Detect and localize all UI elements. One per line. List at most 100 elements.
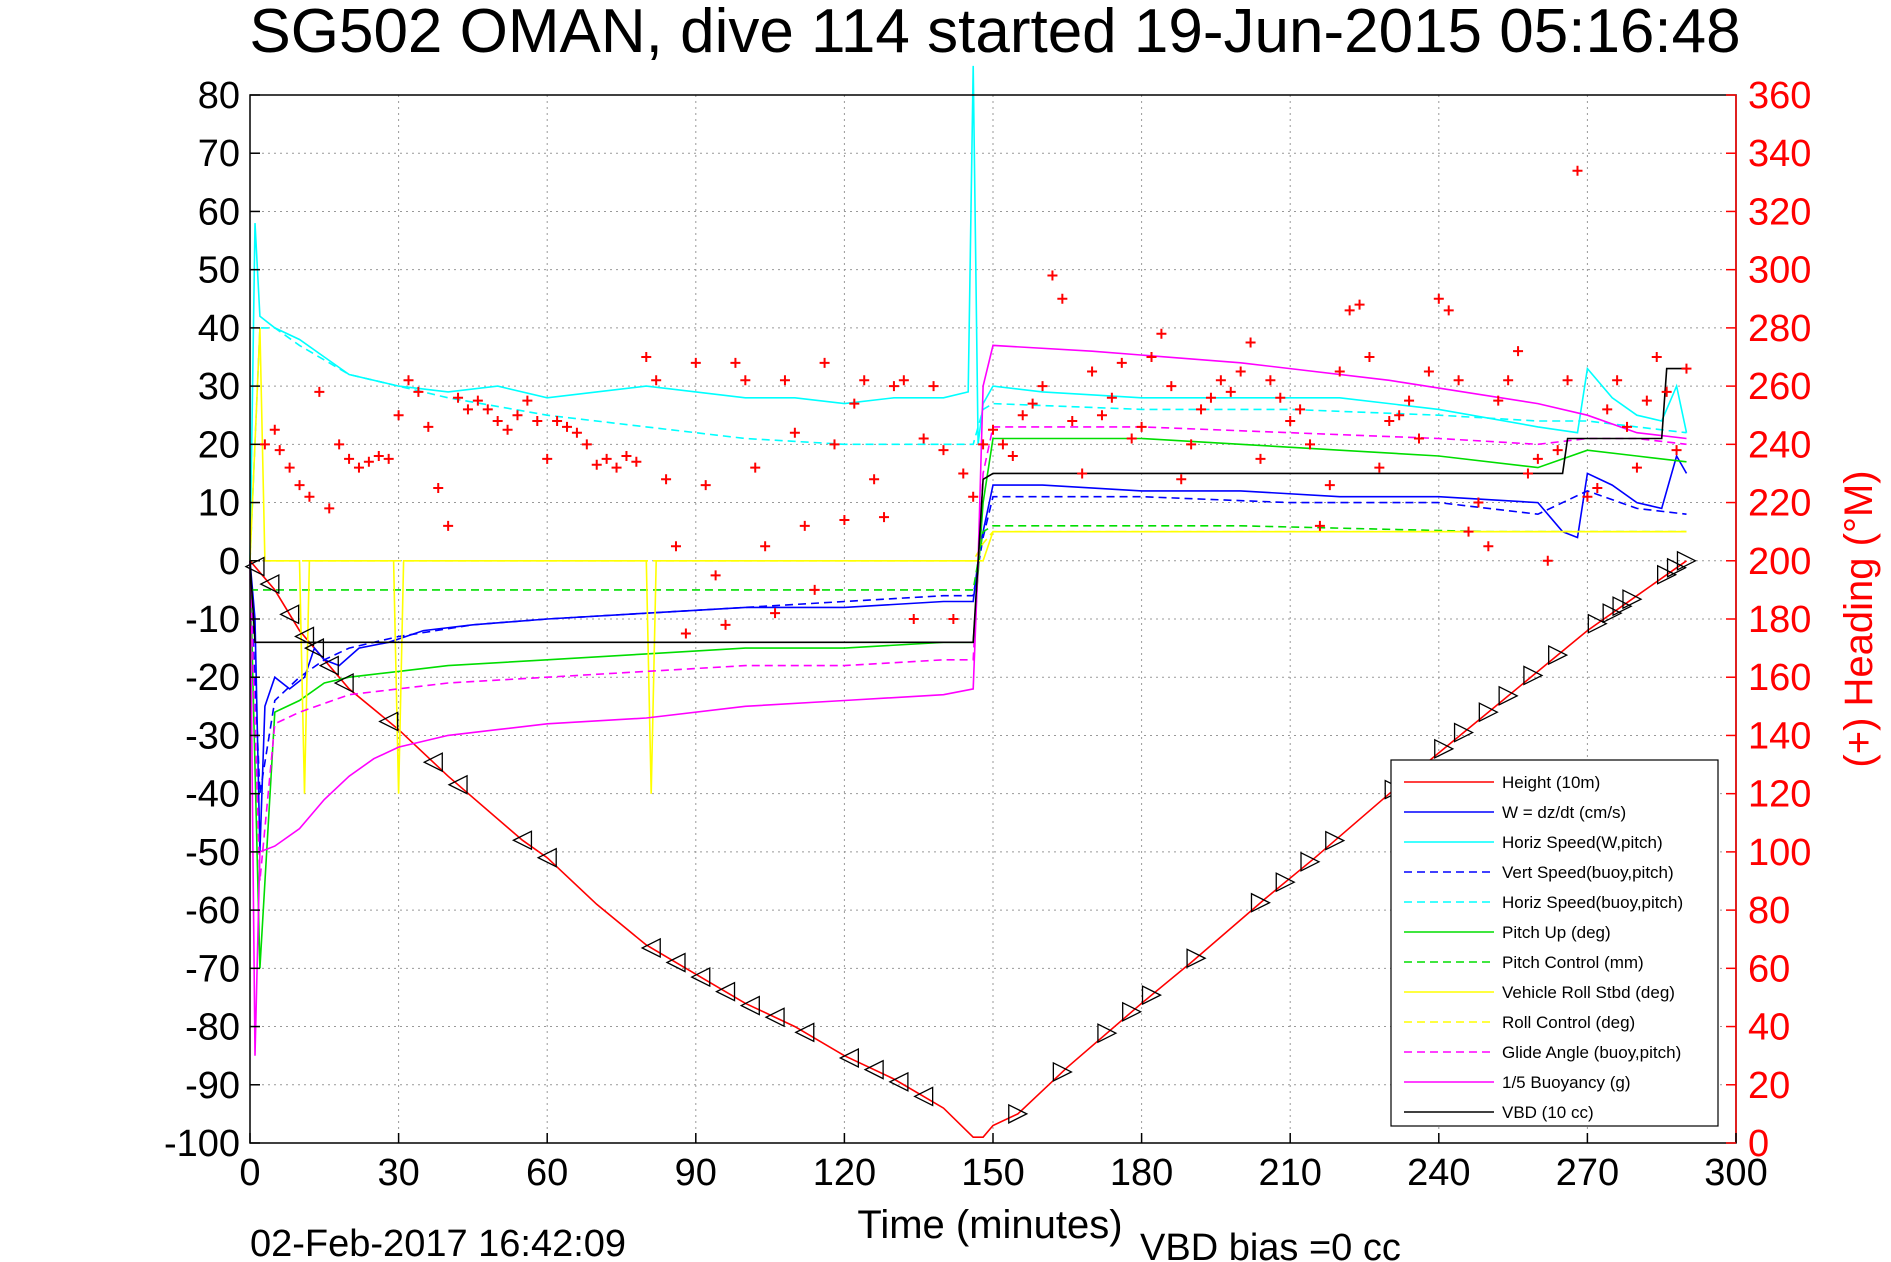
heading-point — [1275, 392, 1286, 403]
heading-point — [1096, 410, 1107, 421]
heading-point — [591, 459, 602, 470]
dive-marker-up — [1141, 985, 1162, 1006]
dive-marker-down — [913, 1086, 934, 1107]
dive-marker-up — [1097, 1023, 1118, 1044]
dive-marker-up — [1587, 613, 1608, 634]
heading-point — [1513, 346, 1524, 357]
right-tick-label: 100 — [1748, 832, 1811, 874]
legend-frame — [1390, 759, 1719, 1127]
bottom-tick-label: 60 — [526, 1152, 568, 1194]
heading-point — [670, 541, 681, 552]
left-tick-label: -10 — [185, 599, 240, 641]
dive-marker-down — [279, 604, 300, 625]
heading-point — [383, 453, 394, 464]
heading-point — [1404, 395, 1415, 406]
heading-point — [1225, 386, 1236, 397]
heading-point — [1592, 483, 1603, 493]
dive-marker-down — [259, 574, 280, 595]
right-tick-label: 140 — [1748, 715, 1811, 757]
heading-point — [978, 439, 989, 450]
heading-point — [462, 404, 473, 415]
heading-point — [958, 468, 969, 479]
heading-point — [997, 439, 1008, 450]
left-tick-label: -60 — [185, 890, 240, 932]
heading-point — [641, 352, 652, 362]
heading-point — [1205, 392, 1216, 403]
heading-point — [1364, 352, 1375, 362]
heading-point — [1126, 433, 1137, 444]
heading-point — [1196, 404, 1207, 415]
heading-point — [1156, 328, 1167, 339]
heading-point — [1671, 445, 1682, 456]
left-tick-label: -40 — [185, 774, 240, 816]
heading-point — [859, 375, 870, 386]
left-tick-label: -70 — [185, 948, 240, 990]
dive-marker-down — [536, 847, 557, 868]
heading-point — [1067, 416, 1078, 427]
right-tick-label: 160 — [1748, 657, 1811, 699]
legend-label: Pitch Control (mm) — [1502, 953, 1644, 972]
dive-marker-up — [1523, 665, 1544, 686]
heading-point — [1186, 439, 1197, 450]
dive-markers — [244, 550, 1697, 1124]
left-tick-label: -30 — [185, 715, 240, 757]
legend-label: Glide Angle (buoy,pitch) — [1502, 1043, 1681, 1062]
heading-point — [1681, 363, 1692, 374]
heading-point — [1483, 541, 1494, 552]
dive-marker-down — [303, 638, 325, 659]
heading-point — [1384, 416, 1395, 427]
x-axis-label: Time (minutes) — [857, 1203, 1122, 1247]
heading-point — [888, 381, 899, 392]
heading-point — [809, 584, 820, 595]
dive-marker-up — [1602, 603, 1623, 624]
dive-marker-down — [690, 967, 711, 988]
bottom-tick-label: 210 — [1258, 1152, 1321, 1194]
heading-point — [1285, 416, 1296, 427]
heading-point — [274, 445, 285, 456]
heading-point — [304, 491, 315, 502]
dive-marker-down — [422, 752, 443, 773]
dive-marker-up — [1622, 589, 1643, 610]
heading-point — [1037, 381, 1048, 392]
heading-point — [1176, 474, 1187, 485]
legend-label: Height (10m) — [1502, 773, 1600, 792]
heading-point — [968, 491, 979, 502]
dive-marker-down — [739, 995, 760, 1016]
legend-label: Horiz Speed(W,pitch) — [1502, 833, 1663, 852]
heading-point — [869, 474, 880, 485]
heading-point — [532, 416, 543, 427]
right-tick-label: 80 — [1748, 890, 1790, 932]
heading-point — [1562, 375, 1573, 386]
left-tick-label: 10 — [198, 483, 240, 525]
heading-point — [1354, 299, 1365, 310]
series-line-8 — [250, 530, 1687, 562]
right-tick-label: 220 — [1748, 483, 1811, 525]
series-line-4 — [249, 327, 1687, 561]
heading-point — [1602, 404, 1613, 415]
left-tick-label: 30 — [198, 366, 240, 408]
heading-point — [492, 416, 503, 427]
heading-point — [1612, 375, 1623, 386]
heading-point — [611, 462, 622, 473]
heading-point — [1532, 453, 1543, 464]
legend-label: Horiz Speed(buoy,pitch) — [1502, 893, 1683, 912]
heading-point — [1305, 439, 1316, 450]
heading-point — [1106, 392, 1117, 403]
dive-marker-down — [838, 1047, 860, 1069]
heading-point — [661, 474, 672, 485]
heading-point — [1493, 395, 1504, 406]
heading-point — [1215, 375, 1226, 386]
heading-point — [879, 512, 890, 523]
heading-point — [1235, 366, 1246, 377]
right-tick-label: 240 — [1748, 424, 1811, 466]
dive-marker-up — [1186, 948, 1207, 969]
heading-point — [1116, 357, 1127, 368]
heading-point — [1503, 375, 1514, 386]
right-tick-label: 200 — [1748, 541, 1811, 583]
heading-point — [710, 570, 721, 581]
heading-point — [403, 375, 414, 386]
heading-point — [1334, 366, 1345, 377]
right-tick-label: 280 — [1748, 308, 1811, 350]
dive-marker-up — [1453, 722, 1475, 743]
